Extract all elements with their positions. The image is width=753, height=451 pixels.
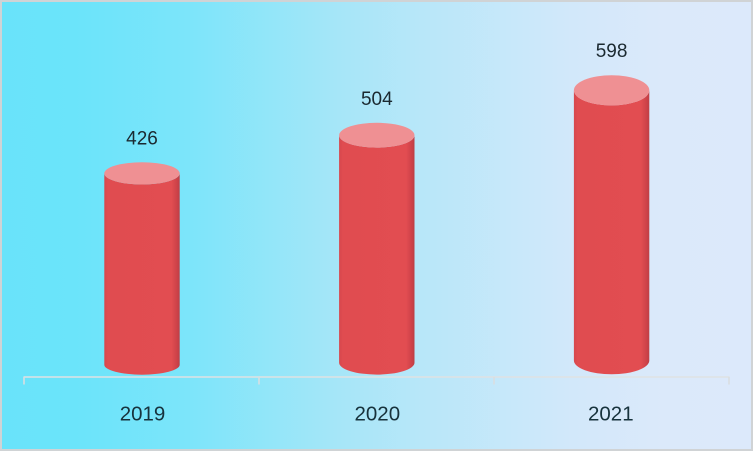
svg-text:2020: 2020 (354, 403, 400, 426)
svg-text:2021: 2021 (588, 403, 634, 426)
svg-text:598: 598 (596, 41, 628, 62)
svg-text:504: 504 (361, 89, 393, 110)
svg-text:2019: 2019 (120, 403, 166, 426)
svg-text:426: 426 (126, 128, 158, 149)
